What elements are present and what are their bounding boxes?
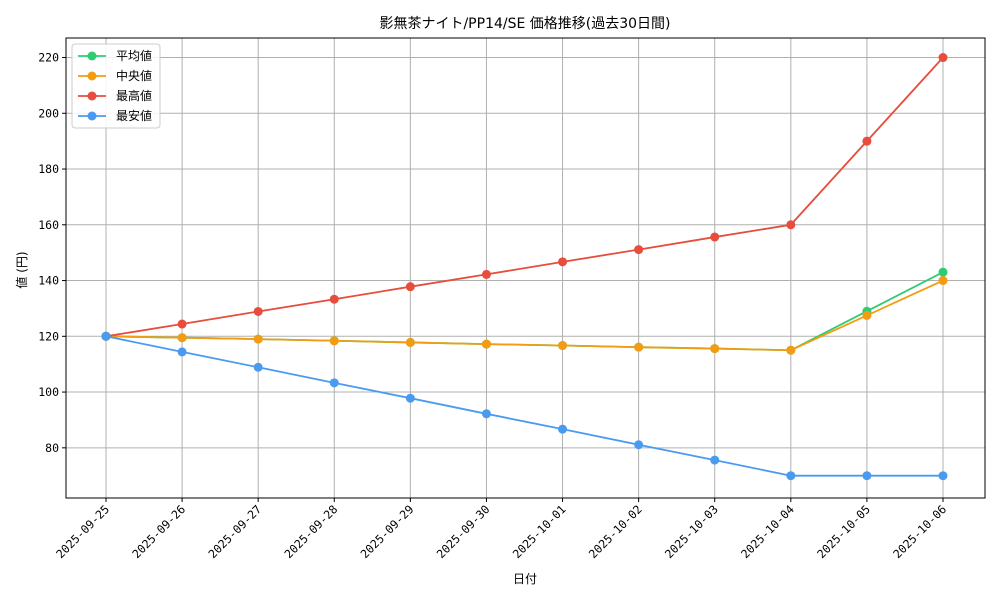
series-line-最安値 [105, 335, 943, 477]
x-tick-label: 2025-10-03 [662, 502, 721, 561]
data-point-最安値 [177, 347, 187, 357]
series-line-中央値 [105, 279, 944, 352]
data-point-中央値 [710, 344, 720, 354]
data-point-最安値 [710, 455, 720, 465]
chart-title: 影無茶ナイト/PP14/SE 価格推移(過去30日間) [379, 16, 670, 32]
data-point-最高値 [634, 245, 644, 255]
x-tick-label: 2025-09-25 [53, 502, 112, 561]
legend-marker [87, 111, 97, 121]
data-point-中央値 [786, 345, 796, 355]
data-point-中央値 [634, 342, 644, 352]
data-point-最安値 [786, 471, 796, 481]
legend-box [71, 43, 161, 129]
x-tick-label: 2025-10-06 [890, 502, 949, 561]
y-tick-label: 100 [38, 385, 59, 399]
x-tick-label: 2025-09-29 [358, 502, 417, 561]
data-point-中央値 [558, 341, 568, 351]
data-point-最安値 [558, 424, 568, 434]
x-axis-label: 日付 [513, 572, 537, 586]
data-point-最安値 [101, 331, 111, 341]
data-point-中央値 [481, 339, 491, 349]
y-tick-label: 120 [38, 329, 59, 343]
data-point-最安値 [405, 393, 415, 403]
x-tick-label: 2025-09-30 [434, 502, 493, 561]
x-tick-label: 2025-10-02 [586, 502, 645, 561]
x-axis: 2025-09-25 2025-09-26 2025-09-27 2025-09-28… [53, 498, 949, 561]
x-tick-label: 2025-10-05 [814, 502, 873, 561]
y-tick-label: 140 [38, 274, 59, 288]
y-tick-label: 160 [38, 218, 59, 232]
data-point-中央値 [329, 336, 339, 346]
x-tick-label: 2025-10-01 [510, 502, 569, 561]
data-point-最安値 [329, 378, 339, 388]
x-tick-label: 2025-09-27 [205, 502, 264, 561]
data-point-平均値 [938, 267, 948, 277]
data-point-最高値 [405, 282, 415, 292]
data-point-最高値 [938, 53, 948, 63]
data-point-最安値 [862, 471, 872, 481]
y-tick-label: 200 [38, 106, 59, 120]
plot-area [65, 37, 986, 499]
data-point-最安値 [634, 440, 644, 450]
x-tick-label: 2025-09-28 [282, 502, 341, 561]
data-point-最安値 [253, 362, 263, 372]
legend-label: 最高値 [116, 88, 152, 103]
y-tick-label: 80 [45, 441, 59, 455]
legend-label: 中央値 [116, 68, 152, 83]
legend-marker [87, 71, 97, 81]
data-point-中央値 [405, 337, 415, 347]
legend-marker [87, 91, 97, 101]
data-point-中央値 [177, 333, 187, 343]
data-point-中央値 [862, 310, 872, 320]
x-tick-label: 2025-09-26 [129, 502, 188, 561]
data-point-最安値 [938, 471, 948, 481]
data-point-最高値 [558, 257, 568, 267]
data-point-最高値 [177, 319, 187, 329]
data-point-最高値 [253, 306, 263, 316]
data-point-中央値 [253, 334, 263, 344]
data-point-最高値 [329, 294, 339, 304]
data-point-最安値 [481, 409, 491, 419]
grid [66, 38, 985, 498]
y-tick-label: 180 [38, 162, 59, 176]
x-tick-label: 2025-10-04 [738, 502, 797, 561]
y-axis: 80 100 120 140 160 180 200 220 [38, 51, 66, 455]
series-line-最高値 [105, 56, 944, 338]
data-point-中央値 [938, 276, 948, 286]
legend-label: 最安値 [116, 108, 152, 123]
data-point-最高値 [786, 220, 796, 230]
y-axis-label: 値 (円) [14, 251, 29, 288]
data-point-最高値 [710, 232, 720, 242]
legend-label: 平均値 [116, 48, 152, 63]
data-point-最高値 [481, 269, 491, 279]
series-group [101, 53, 948, 481]
data-point-最高値 [862, 136, 872, 146]
legend-marker [87, 51, 97, 61]
y-tick-label: 220 [38, 51, 59, 65]
